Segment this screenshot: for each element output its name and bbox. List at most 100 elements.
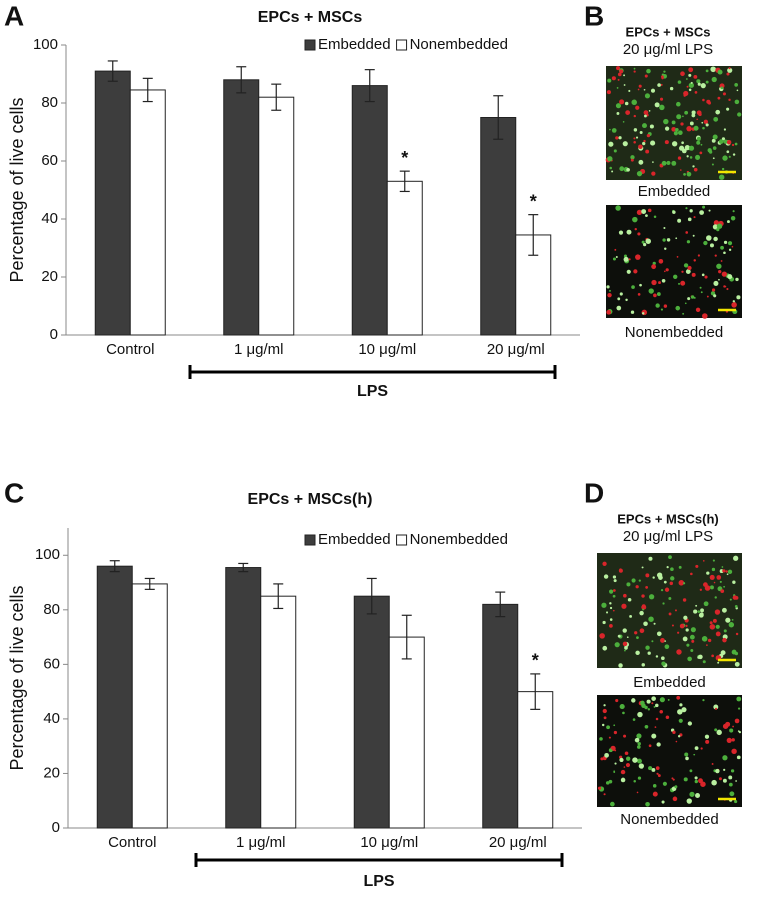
cell: [617, 297, 621, 301]
cell: [632, 216, 638, 223]
cell: [720, 589, 725, 594]
cell: [644, 93, 651, 99]
cell: [690, 572, 693, 576]
cell: [724, 285, 727, 288]
cell: [683, 615, 688, 620]
cell: [644, 114, 647, 118]
cell: [717, 96, 721, 100]
cell: [636, 733, 642, 739]
cell: [731, 748, 737, 755]
cell: [697, 610, 701, 613]
cell: [624, 649, 626, 652]
error-bar: [144, 577, 155, 590]
cell: [697, 82, 701, 86]
cell: [700, 747, 703, 750]
cell: [603, 574, 609, 579]
cell: [709, 574, 715, 580]
cell: [651, 733, 657, 739]
cell: [684, 302, 687, 305]
cell: [723, 251, 726, 255]
cell: [728, 98, 731, 102]
cell: [689, 121, 694, 126]
cell: [644, 724, 649, 729]
x-tick-label: Control: [106, 341, 154, 358]
cell: [623, 593, 627, 598]
cell: [602, 645, 608, 651]
cell: [691, 113, 696, 118]
cell: [602, 708, 607, 714]
cell: [664, 270, 666, 273]
cell: [727, 274, 733, 280]
cell: [637, 742, 641, 746]
bar: [96, 565, 133, 829]
cell: [660, 75, 664, 79]
cell: [626, 229, 632, 235]
cell: [625, 298, 628, 302]
panel-label: D: [584, 477, 604, 508]
cell: [658, 259, 664, 264]
bar: [258, 96, 295, 336]
cell: [645, 238, 651, 244]
cell: [658, 281, 661, 285]
cell: [671, 120, 676, 125]
cell: [671, 126, 677, 132]
cell: [611, 76, 616, 81]
cell: [736, 89, 739, 92]
cell: [645, 214, 648, 218]
cell: [692, 234, 695, 237]
legend-swatch: [304, 534, 316, 546]
cell: [641, 594, 645, 598]
cell: [609, 618, 613, 621]
cell: [637, 776, 642, 780]
cell: [648, 109, 651, 112]
cell: [664, 126, 670, 131]
cell: [644, 74, 648, 78]
cell: [684, 110, 689, 115]
cell: [713, 581, 716, 584]
cell: [727, 241, 733, 246]
cell: [616, 87, 619, 89]
cell: [614, 749, 617, 752]
cell: [696, 140, 701, 145]
cell: [713, 294, 717, 298]
cell: [660, 83, 663, 86]
cell: [606, 285, 610, 289]
cell: [702, 699, 705, 702]
cell: [670, 576, 675, 581]
cell: [688, 82, 695, 88]
cell: [711, 138, 716, 143]
cell: [734, 142, 738, 146]
cell: [609, 606, 613, 610]
cell: [663, 118, 669, 125]
cell: [638, 84, 642, 88]
cell: [707, 638, 712, 643]
cell: [657, 83, 661, 87]
panel-label: C: [4, 477, 24, 508]
cell: [599, 737, 603, 741]
x-tick-label: 10 μg/ml: [360, 834, 418, 851]
cell: [738, 730, 742, 734]
cell: [633, 128, 638, 132]
error-bar: [530, 673, 541, 710]
cell: [641, 312, 645, 315]
cell: [684, 752, 689, 757]
cell: [622, 711, 625, 715]
cell: [639, 610, 644, 616]
cell: [702, 98, 705, 102]
cell: [664, 640, 667, 642]
cell: [616, 305, 622, 311]
cell: [603, 716, 607, 720]
cell: [653, 622, 656, 625]
cell: [639, 283, 642, 287]
cell: [651, 264, 657, 270]
cell: [730, 215, 736, 221]
cell: [624, 101, 629, 106]
cell: [728, 782, 733, 787]
cell: [713, 116, 719, 122]
cell: [728, 67, 731, 70]
cell: [680, 122, 684, 126]
cell: [615, 205, 621, 211]
cell: [693, 259, 696, 262]
cell: [603, 704, 606, 707]
cell: [731, 649, 737, 655]
